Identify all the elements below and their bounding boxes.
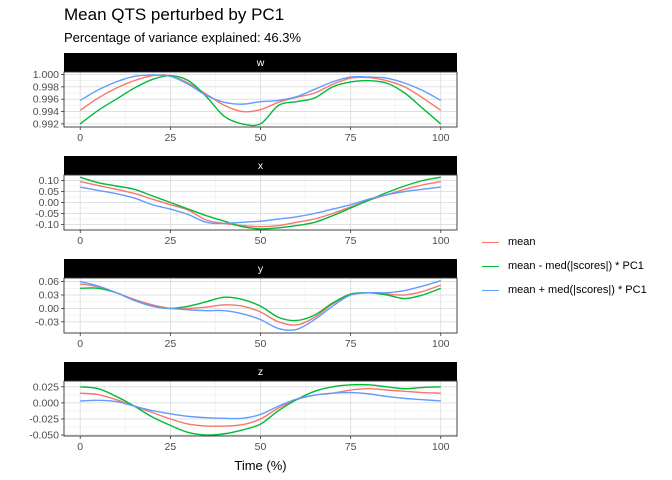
x-tick-label: 75	[345, 338, 357, 350]
y-tick-label: 0.06	[39, 276, 60, 288]
x-tick-label: 100	[432, 235, 450, 247]
x-tick-label: 50	[255, 441, 267, 453]
facet-strip-label-w: w	[256, 57, 265, 69]
facet-panel-x: x 0 25 50 75 100 -0.10-0.050.000.050.10	[35, 156, 458, 247]
x-tick-label: 25	[165, 235, 177, 247]
series-line-w-1	[79, 75, 442, 127]
legend-label-mean-plus: mean + med(|scores|) * PC1	[508, 284, 647, 296]
x-tick-label: 0	[77, 338, 83, 350]
legend-swatch-mean-minus	[482, 266, 499, 267]
y-tick-label: 0.992	[33, 118, 59, 130]
x-tick-label: 75	[345, 441, 357, 453]
x-tick-label: 100	[432, 132, 450, 144]
y-tick-label: -0.025	[29, 413, 59, 425]
x-tick-label: 75	[345, 235, 357, 247]
legend-swatch-mean	[482, 242, 499, 243]
y-tick-label: -0.10	[35, 219, 59, 231]
x-tick-label: 25	[165, 132, 177, 144]
panel-border-z	[63, 380, 458, 437]
series-line-x-1	[80, 176, 441, 230]
y-tick-label: 0.00	[39, 303, 60, 315]
x-tick-label: 75	[345, 132, 357, 144]
facet-strip-y	[64, 259, 457, 278]
series-line-w-2	[79, 74, 442, 105]
facet-strip-w	[64, 53, 457, 72]
y-tick-label: 0.025	[33, 381, 59, 393]
x-tick-label: 0	[77, 132, 83, 144]
facet-panel-y: y 0 25 50 75 100 -0.030.00 0.030.06	[35, 259, 458, 350]
x-tick-label: 50	[255, 338, 267, 350]
legend-label-mean: mean	[508, 236, 536, 248]
y-tick-label: -0.050	[29, 430, 59, 442]
y-tick-label: 0.000	[33, 397, 59, 409]
panel-border-y	[63, 277, 458, 334]
y-tick-label: 0.03	[39, 289, 60, 301]
facet-strip-x	[64, 156, 457, 175]
x-tick-label: 50	[255, 235, 267, 247]
y-tick-label: 0.05	[39, 186, 60, 198]
series-line-z-1	[80, 383, 441, 436]
facet-strip-label-z: z	[258, 366, 263, 378]
legend-label-mean-minus: mean - med(|scores|) * PC1	[508, 260, 644, 272]
x-tick-label: 0	[77, 235, 83, 247]
chart-title: Mean QTS perturbed by PC1	[64, 5, 285, 24]
facet-strip-z	[64, 362, 457, 381]
x-tick-label: 50	[255, 132, 267, 144]
y-tick-label: 0.00	[39, 197, 60, 209]
facet-strip-label-y: y	[258, 263, 264, 275]
x-tick-label: 25	[165, 441, 177, 453]
y-tick-label: 0.10	[39, 175, 60, 187]
y-tick-label: 0.998	[33, 81, 59, 93]
y-tick-label: 0.996	[33, 94, 59, 106]
facet-panel-z: z 0 25 50 75 100 -0.050 -0.025 0.000 0.025	[29, 362, 458, 453]
series-line-x-2	[80, 186, 441, 225]
y-tick-label: 1.000	[33, 69, 59, 81]
series-line-w-0	[79, 74, 442, 113]
y-tick-label: -0.05	[35, 208, 59, 220]
x-axis-label: Time (%)	[234, 458, 287, 473]
series-line-y-2	[80, 280, 441, 331]
x-tick-label: 25	[165, 338, 177, 350]
panel-border-x	[63, 174, 458, 231]
x-tick-label: 0	[77, 441, 83, 453]
panel-border-w	[63, 71, 458, 128]
y-tick-label: 0.994	[33, 106, 59, 118]
legend-swatch-mean-plus	[482, 290, 499, 291]
x-tick-label: 100	[432, 338, 450, 350]
y-tick-label: -0.03	[35, 316, 59, 328]
chart-subtitle: Percentage of variance explained: 46.3%	[64, 30, 302, 45]
series-line-z-2	[80, 391, 441, 420]
facet-strip-label-x: x	[258, 160, 264, 172]
x-tick-label: 100	[432, 441, 450, 453]
